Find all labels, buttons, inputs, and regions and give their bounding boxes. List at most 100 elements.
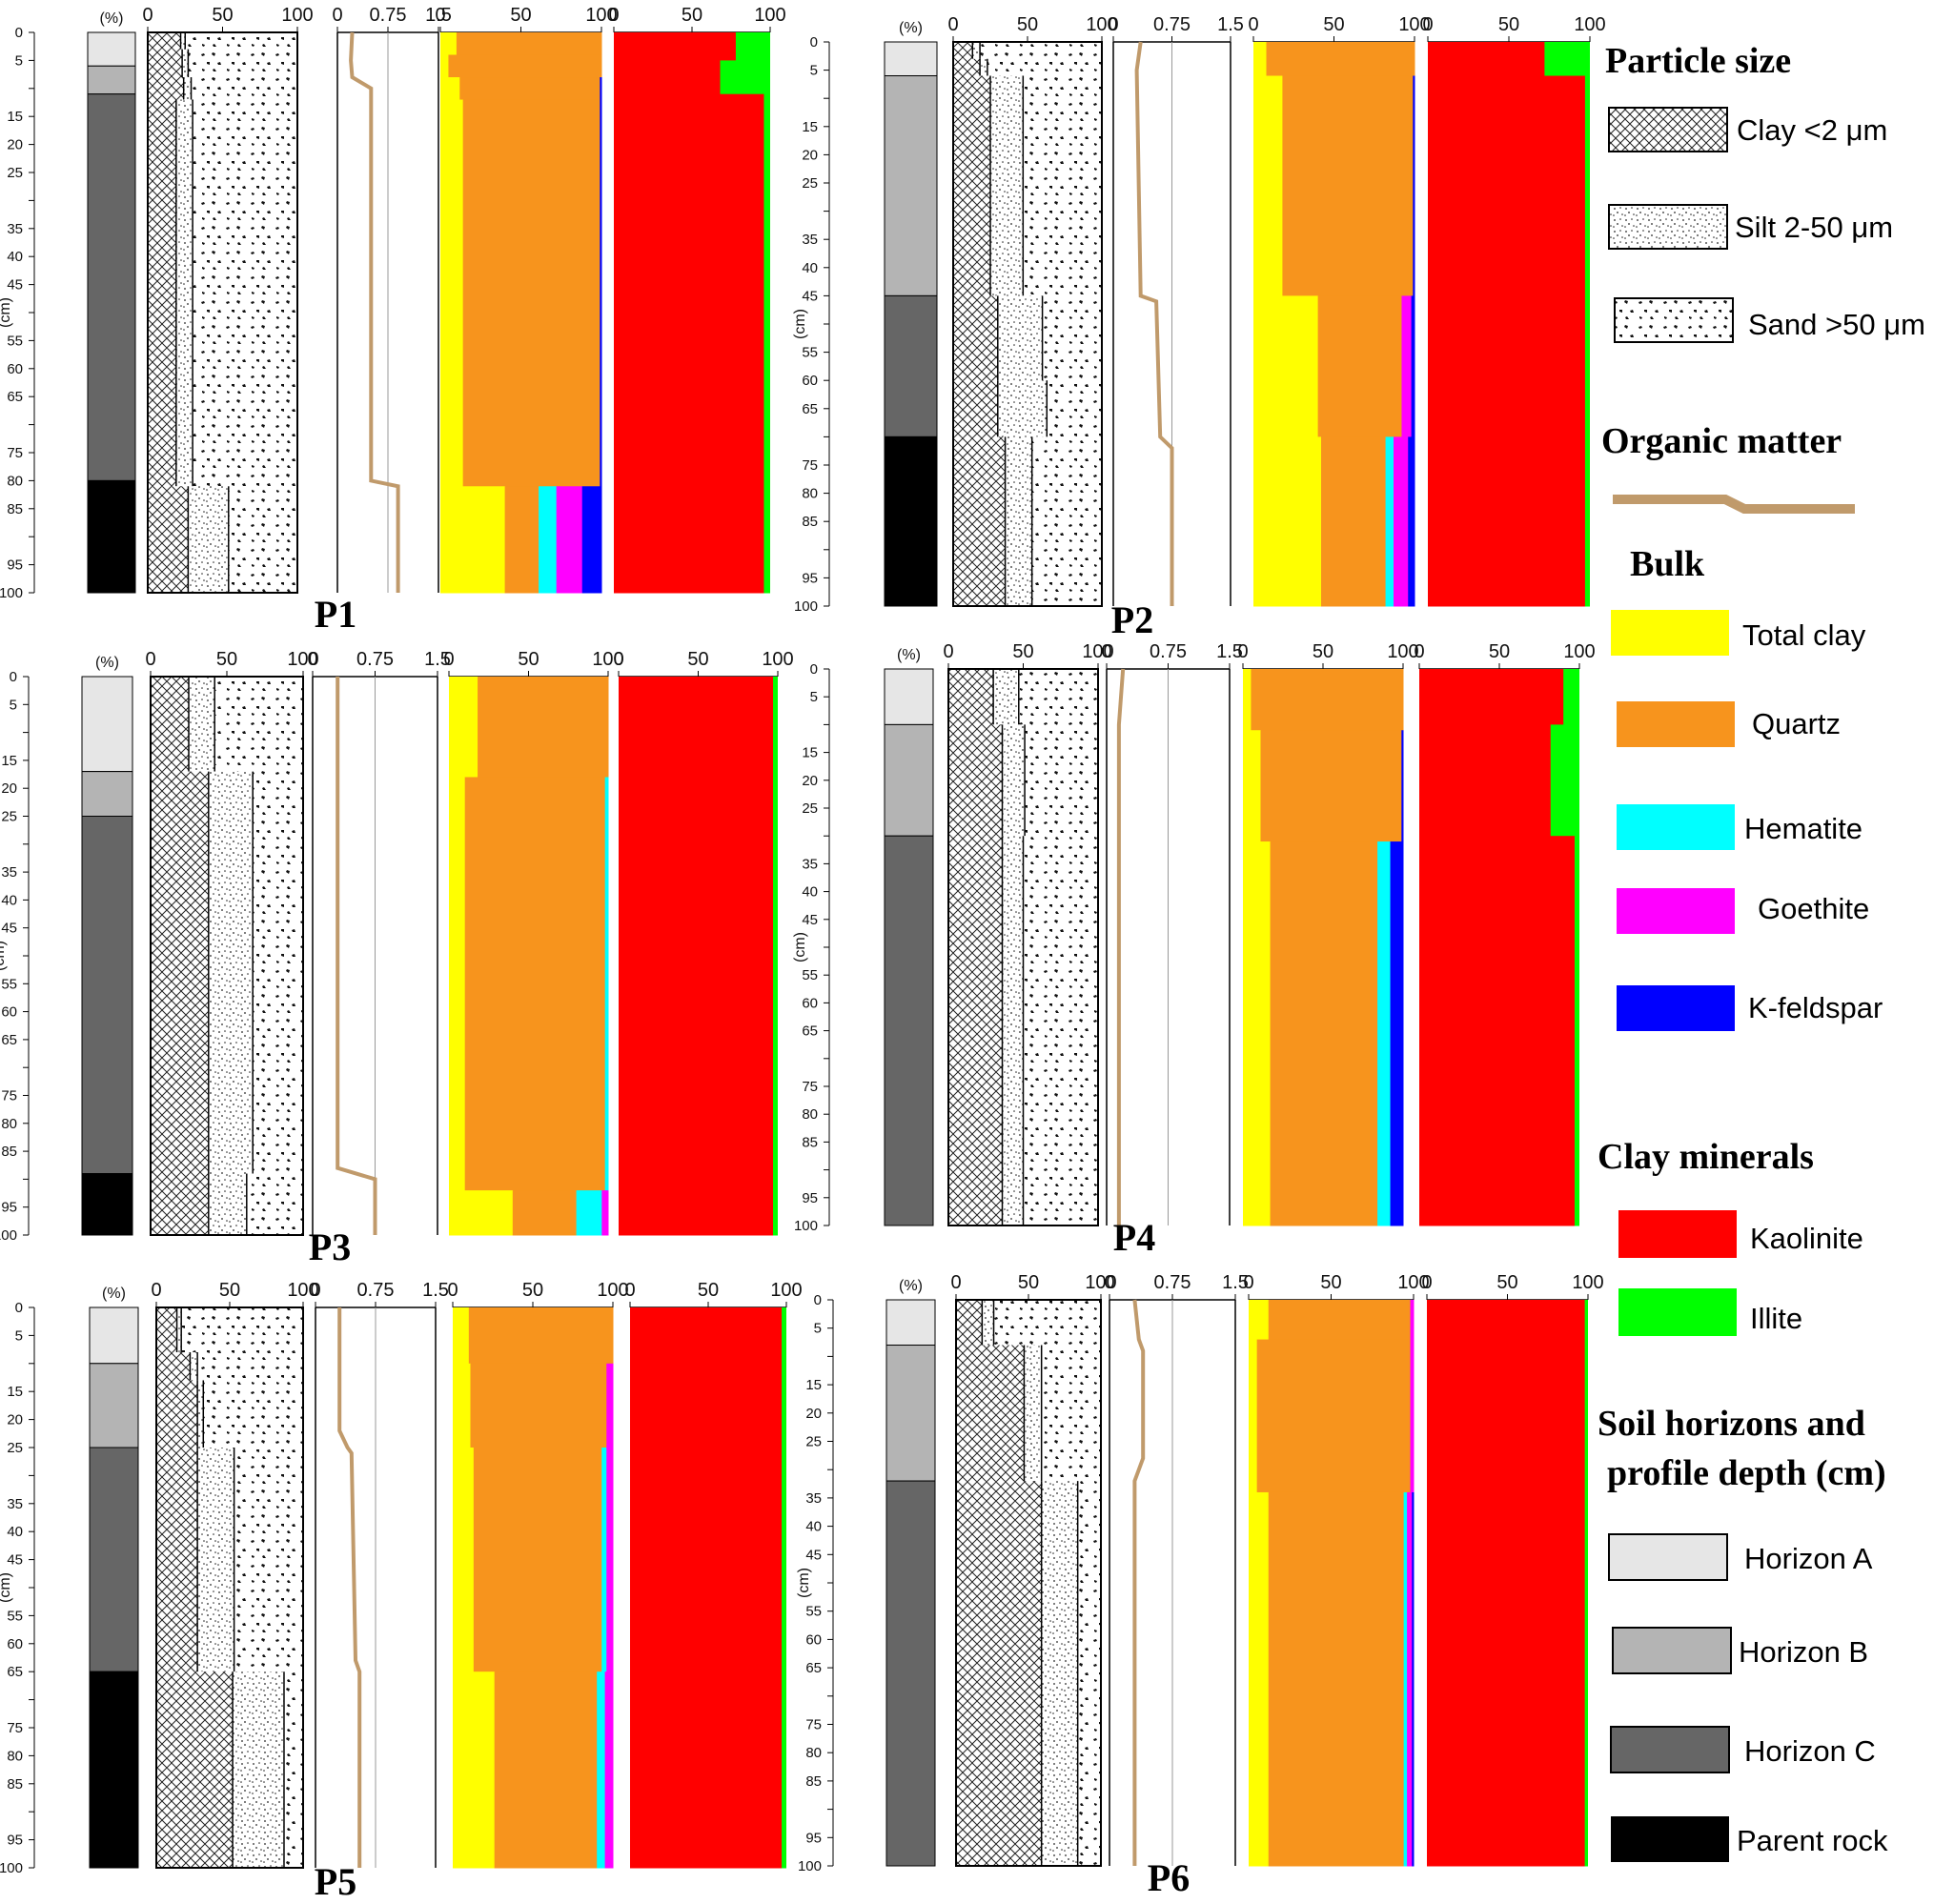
particle-size-frame	[147, 31, 298, 594]
total-clay-band	[440, 77, 460, 101]
percent-unit-label: (%)	[95, 655, 119, 671]
silt-fraction-band	[189, 677, 215, 772]
sand-fraction-band	[185, 32, 297, 50]
depth-tick-label: 55	[7, 333, 23, 349]
sand-fraction-band	[1023, 75, 1102, 296]
depth-unit-label: (cm)	[0, 1572, 13, 1603]
total-clay-band	[1243, 669, 1252, 731]
horizon-a-block	[81, 676, 133, 773]
depth-tick-label: 65	[802, 1023, 818, 1040]
top-axis-tick-label: 0	[435, 5, 445, 26]
quartz-band	[494, 1671, 598, 1869]
quartz-band	[478, 677, 609, 778]
hematite-band	[601, 1448, 607, 1672]
depth-tick-label: 100	[0, 585, 23, 601]
quartz-band	[459, 77, 600, 101]
silt-fraction-band	[197, 1380, 204, 1448]
legend-kaolinite-swatch	[1618, 1210, 1737, 1258]
top-axis-tick-label: 0	[145, 649, 155, 670]
quartz-band	[1260, 730, 1402, 842]
silt-fraction-band	[1002, 836, 1024, 1225]
total-clay-band	[453, 1363, 471, 1448]
depth-tick-label: 95	[7, 557, 23, 574]
depth-tick-label: 65	[805, 1660, 822, 1676]
profile-label-p6: P6	[1148, 1856, 1190, 1899]
bulk-axis-p5: 0 50 100	[447, 1280, 629, 1869]
total-clay-band	[449, 677, 478, 778]
clay-fraction-band	[151, 771, 209, 1174]
legend: Particle size Clay <2 μm Silt 2-50 μm Sa…	[1598, 41, 1925, 1862]
organic-matter-axis-p6: 0 0.75 1.5	[1104, 1272, 1249, 1866]
top-axis-tick-label: 100	[287, 649, 318, 670]
depth-unit-label: (cm)	[796, 1568, 812, 1598]
clay-fraction-band	[953, 380, 998, 437]
clay-fraction-band	[948, 669, 994, 725]
legend-hematite-label: Hematite	[1744, 812, 1862, 845]
top-axis-tick-label: 50	[522, 1280, 543, 1301]
top-axis-tick-label: 50	[682, 5, 702, 26]
clay-minerals-axis-p1: 0 50 100	[608, 5, 786, 594]
profile-label-p1: P1	[315, 593, 356, 636]
legend-horizon-c-label: Horizon C	[1744, 1734, 1876, 1768]
depth-tick-label: 35	[7, 221, 23, 237]
clay-fraction-band	[956, 1345, 1025, 1482]
silt-fraction-band	[208, 771, 254, 1174]
top-axis-tick-label: 0	[447, 1280, 458, 1301]
sand-fraction-band	[980, 42, 1102, 59]
k-feldspar-band	[581, 486, 602, 594]
depth-tick-label: 85	[802, 514, 818, 530]
particle-size-axis-p3: 0 50 100	[145, 649, 319, 1236]
legend-sand-swatch	[1614, 297, 1734, 343]
depth-unit-label: (cm)	[792, 309, 808, 339]
particle-size-frame	[150, 676, 304, 1236]
depth-tick-label: 65	[1, 1032, 17, 1048]
sand-fraction-band	[987, 58, 1102, 76]
depth-tick-label: 0	[10, 669, 17, 685]
depth-tick-label: 80	[7, 473, 23, 489]
bulk-axis-p4: 0 50 100	[1237, 641, 1419, 1226]
legend-clay-label: Clay <2 μm	[1737, 113, 1887, 147]
top-axis-tick-label: 0	[1421, 1272, 1432, 1293]
depth-tick-label: 20	[802, 773, 818, 789]
bulk-axis-p1: 0 50 100	[435, 5, 618, 594]
clay-minerals-axis-p4: 0 50 100	[1414, 641, 1596, 1226]
top-axis-tick-label: 50	[219, 1280, 240, 1301]
quartz-band	[1266, 42, 1415, 77]
silt-fraction-band	[997, 295, 1043, 381]
goethite-band	[1407, 1491, 1413, 1867]
profile-p4: 0 5 15 20 25 35 40 45 55 60 65 75 80 85 95 100 (cm) (%) 0 5…	[792, 641, 1596, 1259]
horizon-r-block	[81, 1173, 133, 1236]
kaolinite-band	[1427, 1300, 1586, 1867]
top-axis-tick-label: 0	[613, 649, 623, 670]
horizon-b-block	[885, 1345, 936, 1482]
sand-fraction-band	[1042, 295, 1102, 381]
clay-fraction-band	[148, 32, 181, 50]
profile-label-p4: P4	[1113, 1216, 1155, 1259]
illite-band	[782, 1307, 786, 1869]
depth-tick-label: 80	[1, 1116, 17, 1132]
legend-k-feldspar-swatch	[1617, 985, 1735, 1031]
depth-tick-label: 35	[802, 232, 818, 248]
horizon-a-block	[87, 31, 136, 67]
illite-band	[1574, 836, 1579, 1226]
horizon-b-block	[89, 1363, 139, 1448]
illite-band	[1563, 669, 1579, 725]
hematite-band	[597, 1671, 606, 1869]
depth-tick-label: 75	[1, 1088, 17, 1104]
horizon-b-block	[884, 75, 938, 296]
depth-tick-label: 15	[7, 1384, 23, 1400]
depth-tick-label: 5	[10, 697, 17, 713]
clay-fraction-band	[948, 724, 1003, 837]
horizon-c-block	[885, 1480, 936, 1867]
illite-band	[1584, 1300, 1588, 1867]
sand-fraction-band	[203, 1380, 303, 1448]
horizons-column-p5: (%)	[89, 1286, 139, 1869]
clay-fraction-band	[156, 1380, 198, 1448]
k-feldspar-band	[1401, 730, 1404, 842]
horizon-c-block	[87, 93, 136, 481]
depth-tick-label: 0	[15, 1300, 23, 1316]
top-axis-tick-label: 0.75	[357, 1280, 395, 1301]
particle-size-frame	[952, 41, 1103, 607]
quartz-band	[1317, 295, 1402, 437]
top-axis-tick-label: 50	[1496, 1272, 1517, 1293]
